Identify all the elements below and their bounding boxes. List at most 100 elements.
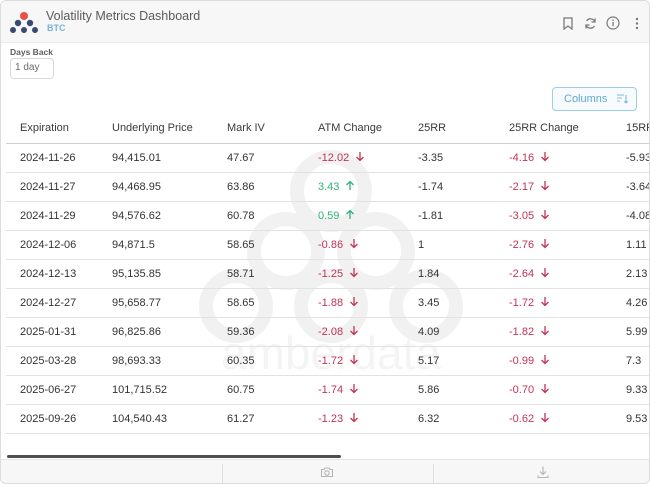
atm-change-cell: -1.74 xyxy=(318,375,418,404)
refresh-icon[interactable] xyxy=(583,16,597,30)
15rr-cell: 5.99 xyxy=(626,325,648,338)
amberdata-logo xyxy=(10,12,38,33)
col-25rr-change[interactable]: 25RR Change xyxy=(509,114,626,144)
arrow-down-icon xyxy=(349,152,365,164)
atm-change-cell: -1.88 xyxy=(318,288,418,317)
atm-change-cell: -12.02 xyxy=(318,143,418,172)
asset-subtitle: BTC xyxy=(47,23,66,33)
mark-iv-cell: 58.65 xyxy=(227,296,255,309)
25rr-change-value: -1.82 xyxy=(509,326,535,338)
25rr-cell: 5.86 xyxy=(418,383,440,396)
atm-change-cell: -2.08 xyxy=(318,317,418,346)
15rr-cell: 9.53 xyxy=(626,412,648,425)
25rr-change-cell: -1.82 xyxy=(509,317,626,346)
col-atm-change[interactable]: ATM Change xyxy=(318,114,418,144)
25rr-change-cell: -4.16 xyxy=(509,143,626,172)
atm-change-value: -1.25 xyxy=(318,268,344,280)
expiration-cell: 2025-06-27 xyxy=(20,383,77,396)
25rr-change-value: -0.62 xyxy=(509,413,535,425)
arrow-down-icon xyxy=(534,210,550,222)
arrow-down-icon xyxy=(343,355,359,367)
25rr-change-value: -0.70 xyxy=(509,384,535,396)
mark-iv-cell: 58.71 xyxy=(227,267,255,280)
25rr-cell: 1 xyxy=(418,238,425,251)
table-row[interactable]: 2025-09-26 104,540.43 61.27 -1.23 6.32 -0.62 9… xyxy=(6,404,649,433)
atm-change-value: -1.88 xyxy=(318,297,344,309)
table-row[interactable]: 2024-12-06 94,871.5 58.65 -0.86 1 -2.76 1.11 xyxy=(6,230,649,259)
horizontal-scrollbar[interactable] xyxy=(7,455,341,458)
expiration-cell: 2024-12-06 xyxy=(20,238,77,251)
table-row[interactable]: 2025-06-27 101,715.52 60.75 -1.74 5.86 -0.70 9… xyxy=(6,375,649,404)
25rr-change-value: -4.16 xyxy=(509,152,535,164)
table-row[interactable]: 2024-12-27 95,658.77 58.65 -1.88 3.45 -1.72 4.… xyxy=(6,288,649,317)
mark-iv-cell: 60.78 xyxy=(227,209,255,222)
15rr-cell: -5.93 xyxy=(626,151,650,164)
col-underlying-price[interactable]: Underlying Price xyxy=(112,114,227,144)
atm-change-value: -2.08 xyxy=(318,326,344,338)
underlying-price-cell: 95,135.85 xyxy=(112,267,161,280)
mark-iv-cell: 60.75 xyxy=(227,383,255,396)
col-25rr[interactable]: 25RR xyxy=(418,114,509,144)
atm-change-cell: -1.23 xyxy=(318,404,418,433)
arrow-down-icon xyxy=(534,268,550,280)
underlying-price-cell: 94,415.01 xyxy=(112,151,161,164)
15rr-cell: -3.64 xyxy=(626,180,650,193)
col-mark-iv[interactable]: Mark IV xyxy=(227,114,318,144)
15rr-cell: 9.33 xyxy=(626,383,648,396)
25rr-cell: 6.32 xyxy=(418,412,440,425)
25rr-change-cell: -2.64 xyxy=(509,259,626,288)
arrow-up-icon xyxy=(339,180,355,193)
download-icon[interactable] xyxy=(536,465,550,479)
dashboard-title: Volatility Metrics Dashboard xyxy=(46,9,201,23)
col-15rr[interactable]: 15RR xyxy=(626,114,649,144)
25rr-change-cell: -0.70 xyxy=(509,375,626,404)
underlying-price-cell: 95,658.77 xyxy=(112,296,161,309)
table-body: 2024-11-26 94,415.01 47.67 -12.02 -3.35 -4.16… xyxy=(6,143,650,433)
25rr-change-value: -0.99 xyxy=(509,355,535,367)
arrow-down-icon xyxy=(534,239,550,251)
col-expiration[interactable]: Expiration xyxy=(6,114,112,144)
columns-button[interactable]: Columns xyxy=(552,87,637,111)
footer-bar xyxy=(1,459,649,483)
15rr-cell: 1.11 xyxy=(626,238,647,251)
atm-change-value: -1.23 xyxy=(318,413,344,425)
table-row[interactable]: 2024-11-27 94,468.95 63.86 3.43 -1.74 -2.17 -3… xyxy=(6,172,650,201)
underlying-price-cell: 94,576.62 xyxy=(112,209,161,222)
atm-change-cell: -1.25 xyxy=(318,259,418,288)
atm-change-cell: 0.59 xyxy=(318,201,418,230)
table-row[interactable]: 2025-03-28 98,693.33 60.35 -1.72 5.17 -0.99 7.… xyxy=(6,346,649,375)
25rr-change-cell: -0.99 xyxy=(509,346,626,375)
expiration-cell: 2025-03-28 xyxy=(20,354,77,367)
arrow-down-icon xyxy=(534,384,550,396)
underlying-price-cell: 94,871.5 xyxy=(112,238,155,251)
expiration-cell: 2024-12-27 xyxy=(20,296,77,309)
atm-change-value: -0.86 xyxy=(318,239,344,251)
mark-iv-cell: 59.36 xyxy=(227,325,255,338)
more-icon[interactable] xyxy=(630,16,644,30)
atm-change-cell: -0.86 xyxy=(318,230,418,259)
bookmark-icon[interactable] xyxy=(561,16,575,30)
table-row[interactable]: 2025-01-31 96,825.86 59.36 -2.08 4.09 -1.82 5.… xyxy=(6,317,649,346)
mark-iv-cell: 47.67 xyxy=(227,151,255,164)
mark-iv-cell: 61.27 xyxy=(227,412,255,425)
table-row[interactable]: 2024-12-13 95,135.85 58.71 -1.25 1.84 -2.64 2.… xyxy=(6,259,649,288)
25rr-change-cell: -0.62 xyxy=(509,404,626,433)
25rr-change-cell: -2.17 xyxy=(509,172,626,201)
columns-button-label: Columns xyxy=(564,93,608,105)
header-bar: Volatility Metrics Dashboard BTC xyxy=(1,1,649,43)
info-icon[interactable] xyxy=(606,16,620,30)
camera-icon[interactable] xyxy=(320,465,334,479)
table-row[interactable]: 2024-11-29 94,576.62 60.78 0.59 -1.81 -3.05 -4… xyxy=(6,201,649,230)
days-back-select[interactable]: 1 day xyxy=(10,58,54,79)
atm-change-cell: 3.43 xyxy=(318,172,418,201)
arrow-up-icon xyxy=(339,209,355,222)
days-back-label: Days Back xyxy=(10,47,54,57)
25rr-cell: 3.45 xyxy=(418,296,440,309)
expiration-cell: 2025-09-26 xyxy=(20,412,77,425)
table-row[interactable]: 2024-11-26 94,415.01 47.67 -12.02 -3.35 -4.16… xyxy=(6,143,650,172)
expiration-cell: 2024-11-27 xyxy=(20,180,76,193)
atm-change-value: -1.72 xyxy=(318,355,344,367)
underlying-price-cell: 104,540.43 xyxy=(112,412,168,425)
arrow-down-icon xyxy=(534,181,550,193)
arrow-down-icon xyxy=(343,384,359,396)
